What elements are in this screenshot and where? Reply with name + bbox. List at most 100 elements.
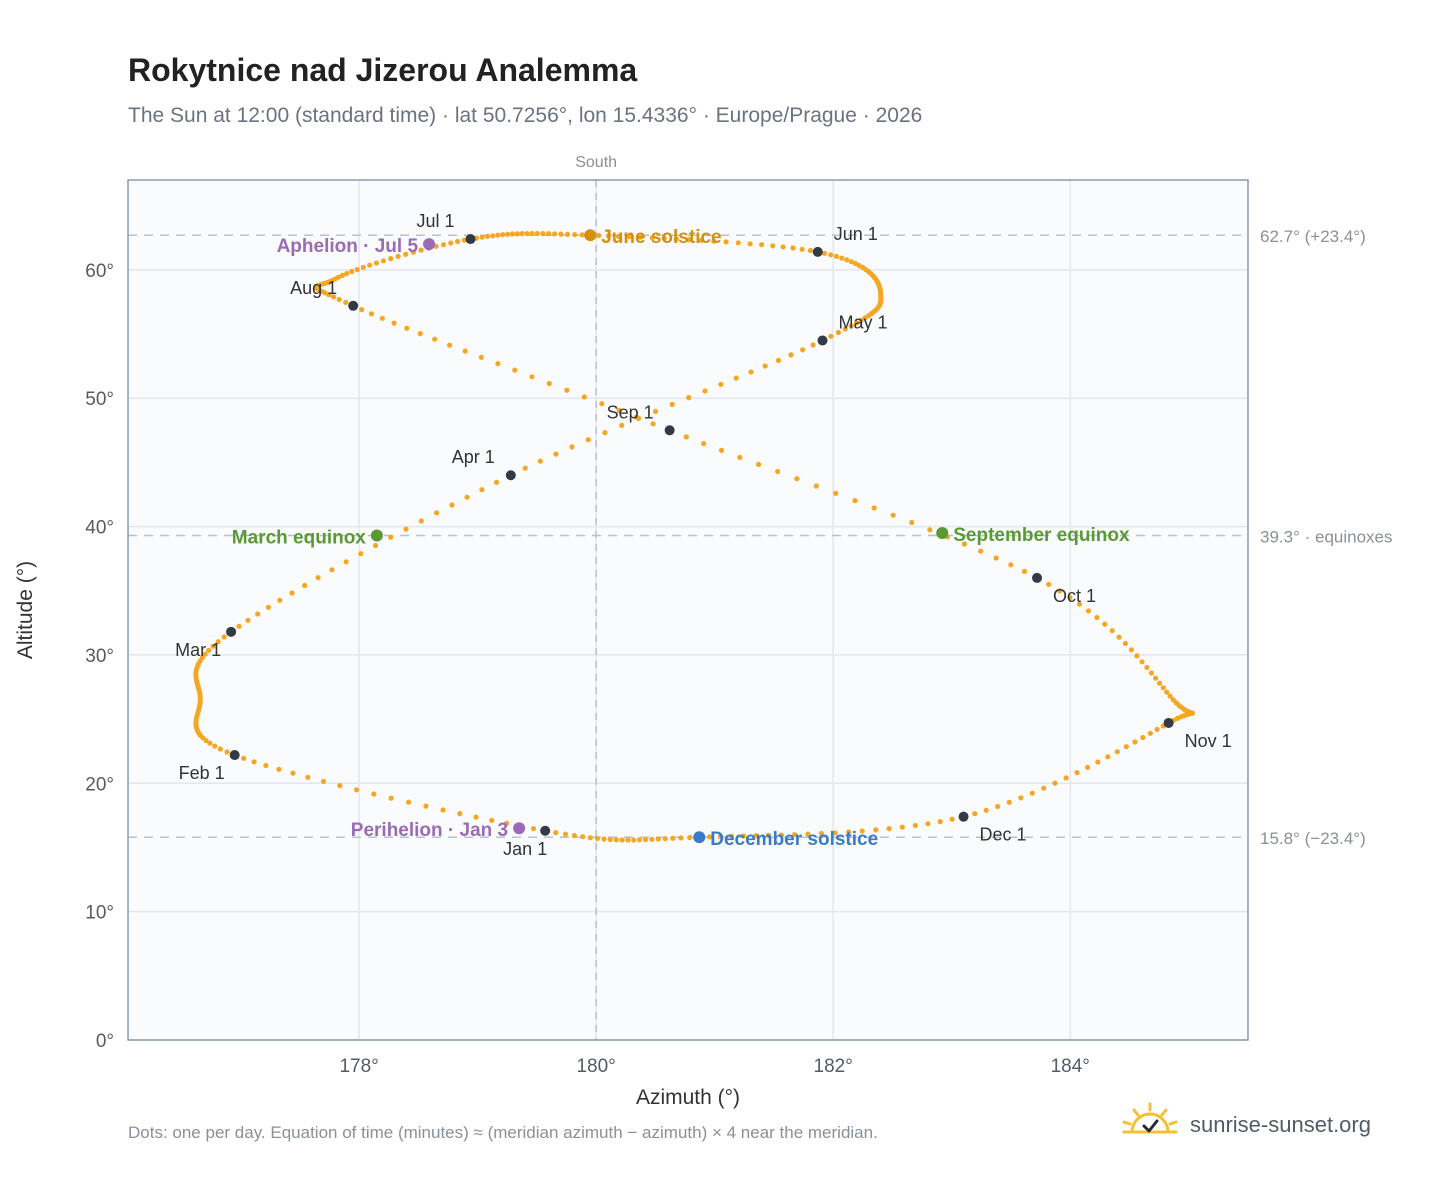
y-tick-label: 60° xyxy=(85,261,114,282)
day-dot xyxy=(718,381,724,387)
day-dot xyxy=(344,270,350,277)
day-dot xyxy=(927,527,933,533)
event-label: March equinox xyxy=(232,528,367,549)
day-dot xyxy=(636,837,643,843)
day-dot xyxy=(747,241,753,247)
y-tick-label: 10° xyxy=(85,903,114,924)
event-label: September equinox xyxy=(953,525,1130,546)
day-dot xyxy=(673,236,680,242)
day-dot xyxy=(406,799,412,805)
chart-title: Rokytnice nad Jizerou Analemma xyxy=(128,52,638,88)
day-dot xyxy=(315,575,321,581)
day-dot xyxy=(616,407,622,413)
x-tick-label: 184° xyxy=(1051,1056,1090,1077)
day-dot xyxy=(434,510,440,516)
day-dot xyxy=(388,256,394,262)
day-dot xyxy=(537,458,543,464)
day-dot xyxy=(871,505,877,511)
day-dot xyxy=(972,811,978,817)
day-dot xyxy=(649,836,655,842)
day-dot xyxy=(615,233,622,239)
day-dot xyxy=(759,242,765,248)
day-dot xyxy=(762,363,768,369)
month-label: Sep 1 xyxy=(607,402,654,422)
day-dot xyxy=(1114,749,1120,755)
day-dot xyxy=(331,294,337,300)
day-dot xyxy=(912,822,918,829)
month-label: Jul 1 xyxy=(416,211,454,231)
day-dot xyxy=(807,247,814,254)
day-dot xyxy=(449,502,455,508)
day-dot xyxy=(605,233,612,239)
day-dot xyxy=(1008,562,1014,568)
event-marker xyxy=(693,831,706,844)
month-marker xyxy=(540,825,551,836)
day-dot xyxy=(519,231,525,237)
day-dot xyxy=(1139,659,1145,665)
day-dot xyxy=(1153,675,1159,681)
day-dot xyxy=(368,311,375,317)
event-label: Aphelion · Jul 5 xyxy=(277,236,419,257)
day-dot xyxy=(765,832,772,839)
day-dot xyxy=(215,639,221,645)
day-dot xyxy=(852,260,859,267)
day-dot xyxy=(524,231,530,237)
axes: 0° 10° 20° 30° 40° 50° 60° 178° 180° 182° 184° xyxy=(85,261,1090,1077)
month-marker xyxy=(817,335,828,346)
day-dot xyxy=(813,483,819,489)
day-dot xyxy=(1128,647,1134,653)
day-dot xyxy=(832,830,838,836)
day-dot xyxy=(478,354,484,360)
day-dot xyxy=(650,421,656,427)
day-dot xyxy=(447,342,453,348)
event-marker xyxy=(513,822,526,835)
day-dot xyxy=(255,611,261,617)
sun-check-icon xyxy=(1122,1102,1178,1134)
day-dot xyxy=(380,258,386,264)
day-dot xyxy=(1029,790,1035,796)
day-dot xyxy=(1018,795,1024,801)
day-dot xyxy=(1006,799,1012,805)
day-dot xyxy=(212,743,218,749)
day-dot xyxy=(626,234,632,240)
day-dot xyxy=(649,235,655,241)
day-dot xyxy=(873,827,879,833)
day-dot xyxy=(432,336,438,342)
day-dot xyxy=(395,253,401,259)
month-label: Oct 1 xyxy=(1053,586,1096,606)
day-dot xyxy=(534,230,541,237)
day-dot xyxy=(569,444,575,450)
day-dot xyxy=(529,230,535,237)
meridian-label: South xyxy=(575,154,617,171)
day-dot xyxy=(251,759,257,765)
day-dot xyxy=(756,461,762,467)
brand-logo[interactable]: sunrise-sunset.org xyxy=(1120,1100,1400,1148)
day-dot xyxy=(1164,689,1170,695)
month-marker xyxy=(465,234,476,245)
day-dot xyxy=(1132,739,1138,745)
day-dot xyxy=(217,746,223,752)
day-dot xyxy=(224,749,230,755)
day-dot xyxy=(388,795,394,801)
day-dot xyxy=(995,803,1001,810)
day-dot xyxy=(403,251,409,257)
day-dot xyxy=(859,828,865,834)
plot-frame xyxy=(127,179,1249,1041)
day-dot xyxy=(337,783,343,789)
day-dot xyxy=(678,835,684,841)
day-dot xyxy=(794,476,800,482)
day-dot xyxy=(1154,726,1160,733)
day-dot xyxy=(322,290,328,296)
day-dot xyxy=(388,534,394,540)
day-dot xyxy=(858,317,864,323)
day-dot xyxy=(1167,693,1173,699)
day-dot xyxy=(717,834,724,840)
day-dot xyxy=(1052,780,1058,786)
day-dot xyxy=(504,820,510,827)
day-dot xyxy=(828,252,834,258)
day-dot xyxy=(495,232,501,238)
day-dot xyxy=(540,231,546,237)
day-dot xyxy=(800,347,806,353)
day-dot xyxy=(462,348,468,354)
month-marker xyxy=(1163,717,1174,728)
